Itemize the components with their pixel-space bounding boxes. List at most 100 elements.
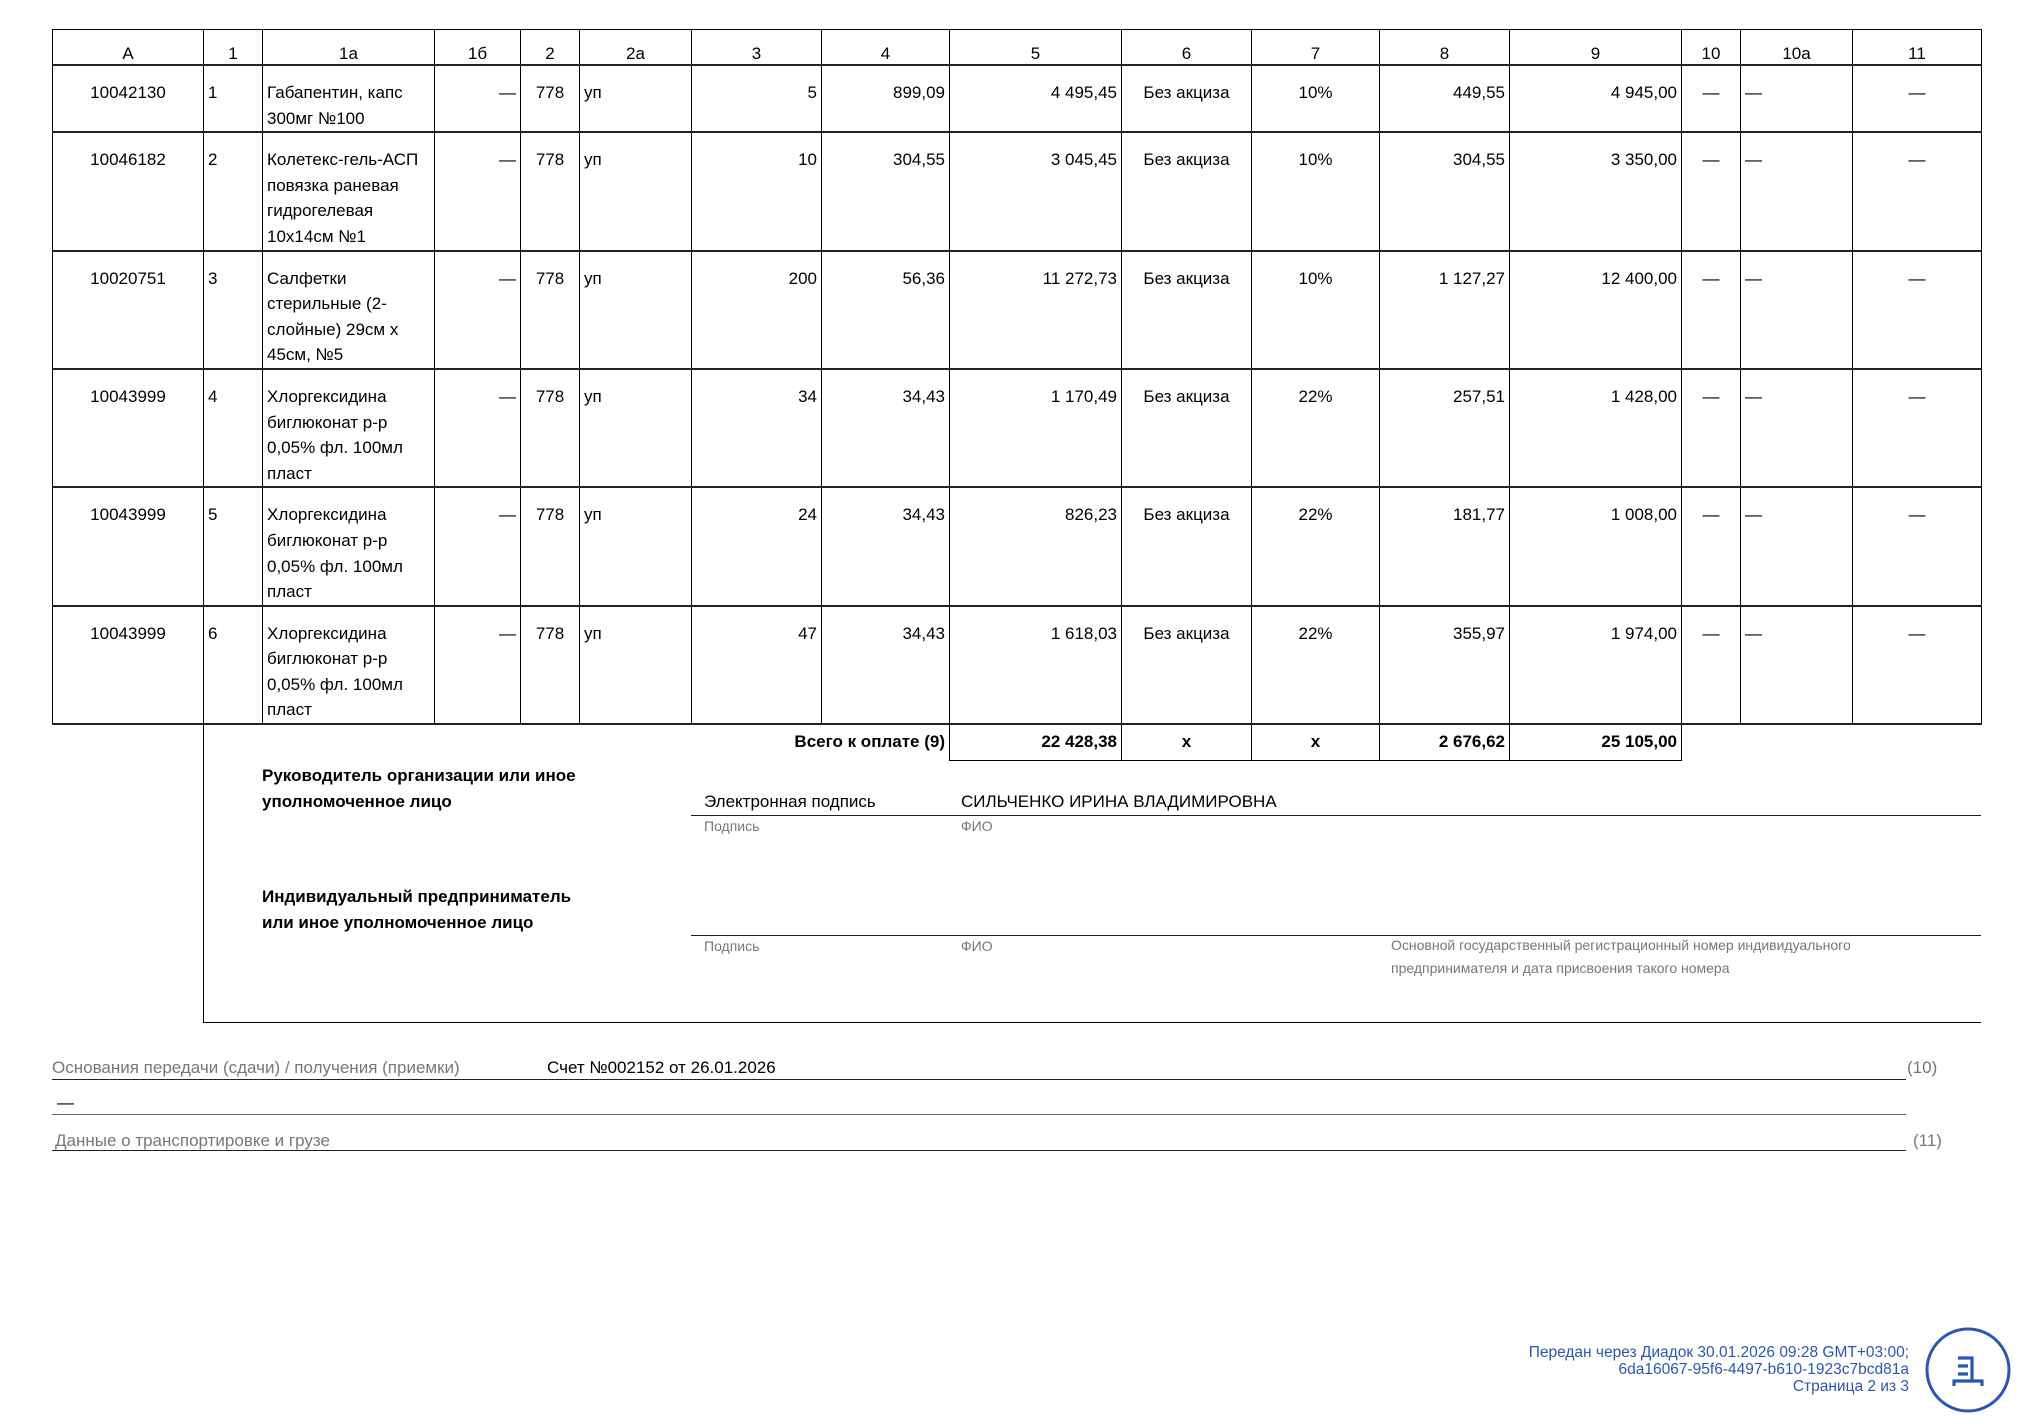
col-1b-cell: — bbox=[434, 368, 521, 489]
vat-rate-cell: 10% bbox=[1251, 64, 1380, 134]
column-header: 8 bbox=[1379, 29, 1510, 66]
vat-rate-cell: 22% bbox=[1251, 368, 1380, 489]
code-cell: 10046182 bbox=[52, 131, 204, 252]
vat-rate-cell: 10% bbox=[1251, 250, 1380, 370]
column-header: 2 bbox=[520, 29, 580, 66]
column-header: 7 bbox=[1251, 29, 1380, 66]
price-cell: 899,09 bbox=[821, 64, 950, 134]
quantity-cell: 5 bbox=[691, 64, 822, 134]
customs-declaration-cell: — bbox=[1852, 605, 1982, 726]
basis-value: Счет №002152 от 26.01.2026 bbox=[547, 1058, 776, 1077]
code-cell: 10043999 bbox=[52, 486, 204, 607]
country-name-cell: — bbox=[1740, 368, 1853, 489]
vat-amount-cell: 257,51 bbox=[1379, 368, 1510, 489]
total-excise: x bbox=[1121, 724, 1252, 762]
quantity-cell: 200 bbox=[691, 250, 822, 370]
code-cell: 10020751 bbox=[52, 250, 204, 370]
transport-label: Данные о транспортировке и грузе bbox=[55, 1131, 330, 1150]
cost-cell: 1 170,49 bbox=[949, 368, 1122, 489]
transport-code: (11) bbox=[1913, 1131, 1942, 1150]
code-cell: 10042130 bbox=[52, 64, 204, 134]
transport-line bbox=[52, 1150, 1906, 1151]
price-cell: 34,43 bbox=[821, 486, 950, 607]
unit-cell: уп bbox=[579, 64, 692, 134]
cost-cell: 11 272,73 bbox=[949, 250, 1122, 370]
country-code-cell: — bbox=[1681, 368, 1741, 489]
customs-declaration-cell: — bbox=[1852, 368, 1982, 489]
excise-cell: Без акциза bbox=[1121, 131, 1252, 252]
column-header: 1а bbox=[262, 29, 435, 66]
vat-rate-cell: 10% bbox=[1251, 131, 1380, 252]
head-label: Руководитель организации или иное уполно… bbox=[262, 766, 576, 811]
empty-cell bbox=[1682, 724, 1741, 761]
product-name-cell: Хлоргексидина биглюконат р-р 0,05% фл. 1… bbox=[262, 605, 435, 726]
ip-sign-hint: Подпись bbox=[704, 938, 760, 954]
vat-amount-cell: 449,55 bbox=[1379, 64, 1510, 134]
col-1b-cell: — bbox=[434, 64, 521, 134]
total-vat: 2 676,62 bbox=[1379, 724, 1510, 762]
col-1b-cell: — bbox=[434, 131, 521, 252]
diadoc-stamp: Передан через Диадок 30.01.2026 09:28 GM… bbox=[1529, 1344, 1909, 1395]
excise-cell: Без акциза bbox=[1121, 368, 1252, 489]
empty-cell bbox=[1853, 724, 1982, 761]
totals-row: Всего к оплате (9) 22 428,38 x x 2 676,62 25 … bbox=[53, 724, 1982, 762]
line-number-cell: 6 bbox=[203, 605, 263, 726]
unit-code-cell: 778 bbox=[520, 64, 580, 134]
table-row: 10043999 5 Хлоргексидина биглюконат р-р 0,… bbox=[52, 486, 1982, 607]
signature-left-border bbox=[203, 696, 204, 1023]
vat-rate-cell: 22% bbox=[1251, 605, 1380, 726]
diadoc-logo-icon bbox=[1925, 1327, 2011, 1413]
total-cell: 12 400,00 bbox=[1509, 250, 1682, 370]
total-vat-rate: x bbox=[1251, 724, 1380, 762]
customs-declaration-cell: — bbox=[1852, 250, 1982, 370]
col-1b-cell: — bbox=[434, 486, 521, 607]
unit-cell: уп bbox=[579, 368, 692, 489]
unit-cell: уп bbox=[579, 250, 692, 370]
cost-cell: 1 618,03 bbox=[949, 605, 1122, 726]
invoice-table: А 1 1а 1б 2 2а 3 4 5 6 7 8 9 10 10а 11 10042130 1 Габапен… bbox=[52, 29, 1982, 762]
column-header: 6 bbox=[1121, 29, 1252, 66]
excise-cell: Без акциза bbox=[1121, 486, 1252, 607]
price-cell: 56,36 bbox=[821, 250, 950, 370]
country-code-cell: — bbox=[1681, 605, 1741, 726]
country-name-cell: — bbox=[1740, 605, 1853, 726]
unit-code-cell: 778 bbox=[520, 250, 580, 370]
header-row: А 1 1а 1б 2 2а 3 4 5 6 7 8 9 10 10а 11 bbox=[52, 29, 1982, 66]
country-code-cell: — bbox=[1681, 250, 1741, 370]
country-name-cell: — bbox=[1740, 250, 1853, 370]
table-row: 10042130 1 Габапентин, капс 300мг №100—778… bbox=[52, 64, 1982, 134]
customs-declaration-cell: — bbox=[1852, 131, 1982, 252]
signature-bottom-border bbox=[203, 1022, 1981, 1023]
table-row: 10043999 4 Хлоргексидина биглюконат р-р 0,… bbox=[52, 368, 1982, 489]
column-header: 2а bbox=[579, 29, 692, 66]
column-header: 5 bbox=[949, 29, 1122, 66]
total-cell: 3 350,00 bbox=[1509, 131, 1682, 252]
code-cell: 10043999 bbox=[52, 605, 204, 726]
country-name-cell: — bbox=[1740, 486, 1853, 607]
unit-code-cell: 778 bbox=[520, 131, 580, 252]
country-name-cell: — bbox=[1740, 64, 1853, 134]
dash-value: — bbox=[57, 1093, 74, 1112]
ip-label: Индивидуальный предприниматель или иное … bbox=[262, 887, 572, 932]
unit-cell: уп bbox=[579, 486, 692, 607]
quantity-cell: 10 bbox=[691, 131, 822, 252]
dash-line bbox=[52, 1114, 1906, 1115]
column-header: 11 bbox=[1852, 29, 1982, 66]
basis-line bbox=[52, 1079, 1906, 1080]
product-name-cell: Габапентин, капс 300мг №100 bbox=[262, 64, 435, 134]
head-sign-hint: Подпись bbox=[704, 818, 760, 834]
unit-code-cell: 778 bbox=[520, 486, 580, 607]
vat-amount-cell: 355,97 bbox=[1379, 605, 1510, 726]
total-cell: 1 428,00 bbox=[1509, 368, 1682, 489]
column-header: 1б bbox=[434, 29, 521, 66]
column-header: 10 bbox=[1681, 29, 1741, 66]
column-header: 10а bbox=[1740, 29, 1853, 66]
head-name-hint: ФИО bbox=[961, 818, 993, 834]
total-cell: 4 945,00 bbox=[1509, 64, 1682, 134]
column-header: 9 bbox=[1509, 29, 1682, 66]
column-header: 4 bbox=[821, 29, 950, 66]
customs-declaration-cell: — bbox=[1852, 486, 1982, 607]
vat-amount-cell: 181,77 bbox=[1379, 486, 1510, 607]
head-name: СИЛЬЧЕНКО ИРИНА ВЛАДИМИРОВНА bbox=[961, 792, 1277, 811]
product-name-cell: Колетекс-гель-АСП повязка раневая гидрог… bbox=[262, 131, 435, 252]
